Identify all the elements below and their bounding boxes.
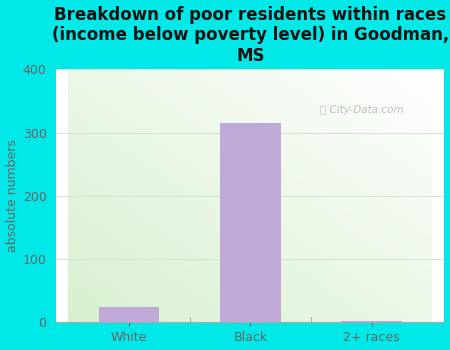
Bar <box>99 307 159 322</box>
Text: ⓘ City-Data.com: ⓘ City-Data.com <box>320 105 404 115</box>
Y-axis label: absolute numbers: absolute numbers <box>5 140 18 252</box>
Title: Breakdown of poor residents within races
(income below poverty level) in Goodman: Breakdown of poor residents within races… <box>52 6 449 65</box>
Bar <box>342 321 402 322</box>
Bar <box>220 123 281 322</box>
